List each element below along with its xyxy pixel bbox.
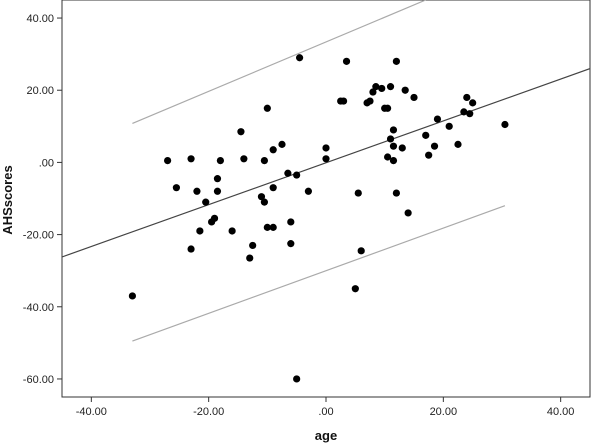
data-point — [296, 54, 304, 62]
data-point — [398, 144, 406, 152]
data-point — [401, 86, 409, 94]
y-tick-label: 20.00 — [26, 85, 54, 97]
regression-line-layer — [62, 68, 590, 258]
data-point — [322, 144, 330, 152]
data-point — [351, 285, 359, 293]
y-tick-label: -40.00 — [23, 302, 54, 314]
data-point — [466, 110, 474, 118]
data-point — [257, 193, 266, 201]
data-point — [287, 240, 295, 248]
data-point — [357, 247, 365, 255]
data-point — [384, 153, 392, 161]
data-point — [463, 93, 471, 102]
x-tick-label: 20.00 — [430, 406, 458, 418]
data-point — [293, 375, 301, 383]
data-point — [433, 115, 442, 123]
data-point — [384, 104, 392, 112]
data-point — [128, 292, 136, 300]
y-tick-label: -60.00 — [23, 374, 54, 386]
data-point — [228, 227, 236, 235]
prediction-interval-lines — [132, 0, 506, 342]
data-point — [386, 135, 395, 143]
data-point — [469, 99, 477, 107]
data-point — [246, 254, 254, 262]
y-axis-ticks: 40.00 20.00 .00 -20.00 -40.00 -60.00 — [23, 13, 62, 386]
data-point — [340, 97, 348, 105]
y-tick-label: -20.00 — [23, 230, 54, 242]
data-point — [213, 175, 222, 183]
data-point — [260, 157, 268, 165]
y-tick-label: 40.00 — [26, 13, 54, 25]
lower-bound-line — [132, 205, 506, 342]
data-point — [445, 122, 453, 130]
data-point — [263, 104, 271, 112]
data-point — [187, 245, 195, 253]
x-tick-label: -40.00 — [76, 406, 107, 418]
data-point — [269, 223, 277, 231]
data-point — [269, 184, 277, 192]
data-point — [237, 128, 245, 136]
data-point — [293, 171, 301, 179]
data-point — [501, 120, 509, 129]
data-point — [389, 142, 398, 150]
x-tick-label: 40.00 — [547, 406, 575, 418]
data-point — [284, 169, 292, 177]
data-point — [378, 84, 386, 93]
data-point — [342, 57, 351, 65]
data-point — [193, 187, 201, 195]
data-point — [187, 155, 195, 163]
data-point — [196, 227, 204, 235]
data-point — [322, 155, 330, 163]
data-point — [249, 241, 257, 250]
data-point — [389, 126, 398, 134]
upper-bound-line — [132, 0, 426, 124]
data-point — [304, 187, 312, 195]
data-point — [240, 155, 248, 163]
data-point — [369, 88, 377, 96]
data-point — [386, 83, 395, 91]
data-point — [213, 187, 222, 195]
data-point — [392, 189, 400, 197]
data-point — [410, 93, 418, 102]
data-points — [128, 54, 509, 383]
data-point — [216, 157, 224, 165]
plot-area — [61, 0, 591, 398]
x-tick-label: .00 — [318, 406, 333, 418]
data-point — [210, 214, 219, 222]
data-point — [404, 209, 412, 217]
x-tick-label: -20.00 — [193, 406, 224, 418]
regression-line — [62, 68, 590, 258]
data-point — [287, 218, 295, 226]
data-point — [172, 184, 180, 192]
y-axis-title: AHSscores — [0, 165, 15, 234]
data-point — [263, 223, 271, 231]
y-tick-label: .00 — [39, 157, 54, 169]
data-point — [260, 198, 268, 206]
data-point — [389, 157, 398, 165]
data-point — [430, 142, 439, 150]
data-point — [202, 198, 210, 206]
data-point — [460, 108, 468, 116]
data-point — [392, 57, 400, 65]
x-axis-title: age — [315, 428, 337, 443]
data-point — [278, 140, 286, 148]
data-point — [164, 157, 172, 165]
data-point — [372, 83, 380, 91]
data-point — [454, 140, 462, 148]
x-axis-ticks: -40.00 -20.00 .00 20.00 40.00 — [76, 397, 575, 418]
data-point — [422, 131, 430, 139]
data-point — [354, 189, 362, 197]
data-point — [425, 151, 433, 159]
data-point — [269, 146, 277, 154]
data-point — [366, 97, 374, 105]
